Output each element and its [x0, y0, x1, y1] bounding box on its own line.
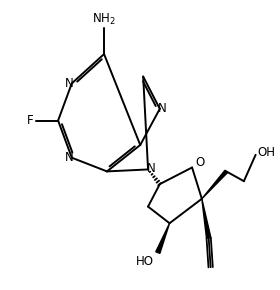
Polygon shape: [202, 170, 228, 199]
Polygon shape: [202, 199, 211, 238]
Text: N: N: [147, 162, 155, 175]
Text: N: N: [158, 102, 167, 115]
Text: F: F: [27, 114, 34, 127]
Text: NH$_2$: NH$_2$: [92, 12, 116, 27]
Text: N: N: [64, 77, 73, 90]
Polygon shape: [156, 223, 170, 253]
Text: O: O: [195, 156, 204, 169]
Text: N: N: [64, 151, 73, 164]
Text: OH: OH: [258, 146, 276, 159]
Text: HO: HO: [136, 255, 154, 267]
